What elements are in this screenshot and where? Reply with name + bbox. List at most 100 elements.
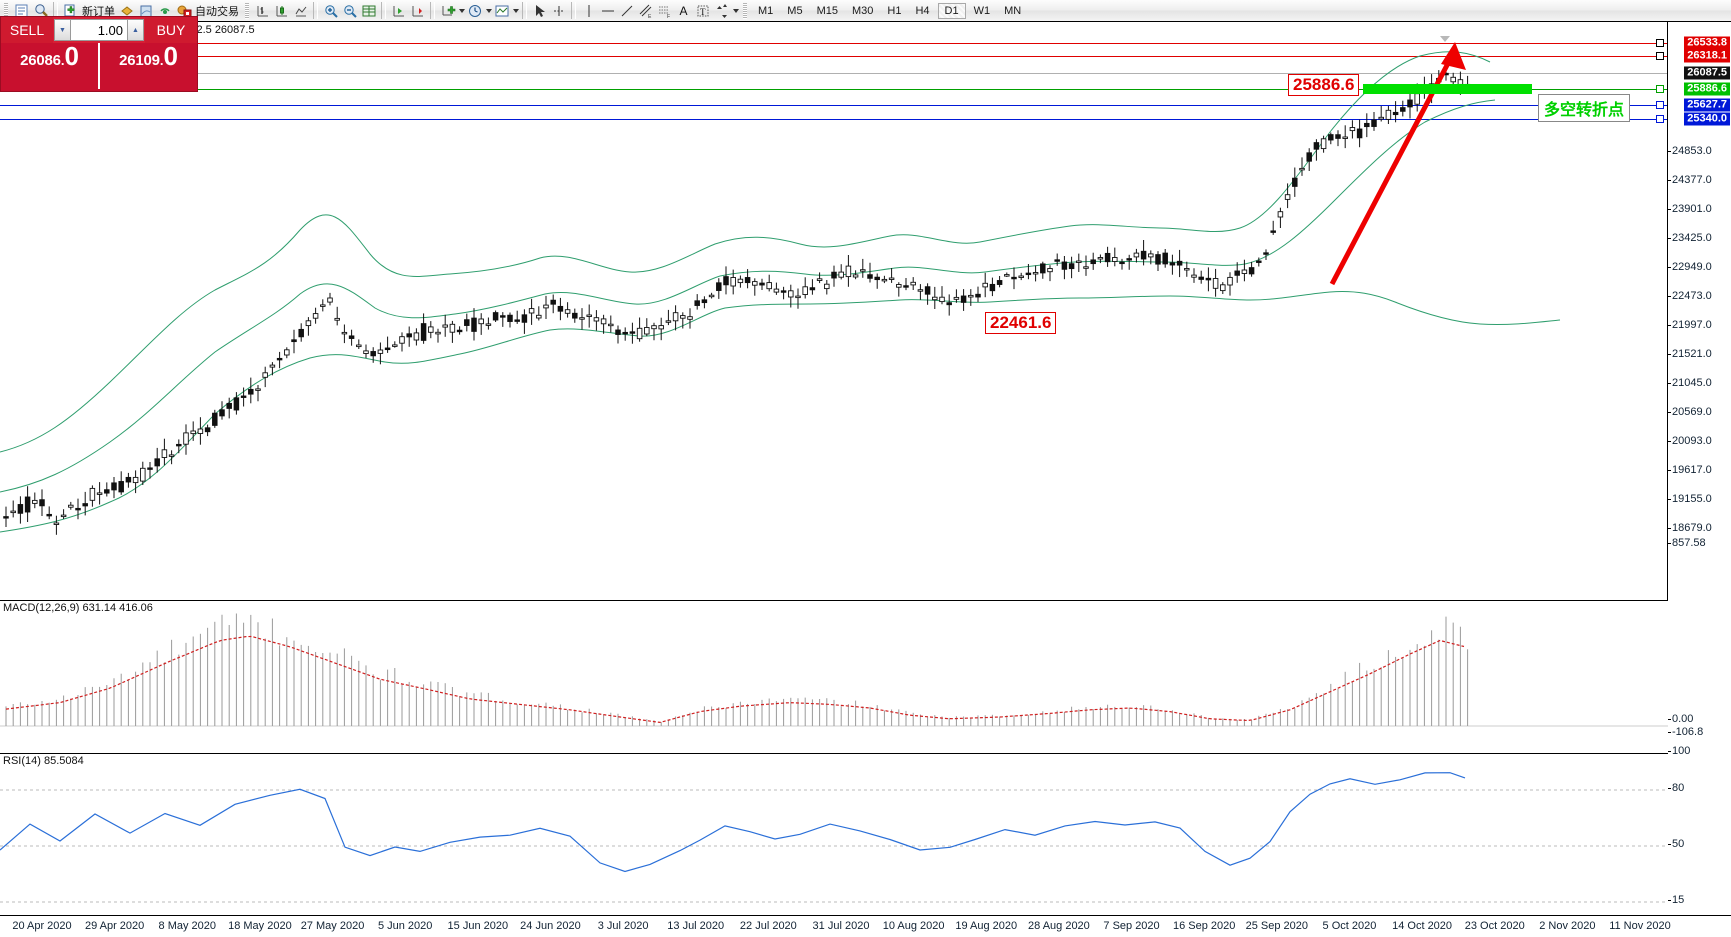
volume-stepper[interactable]: ▼ 1.00 ▲ xyxy=(54,19,144,41)
main-toolbar: 新订单 自动交易 xyxy=(0,0,1731,22)
toolbar-separator-3 xyxy=(381,2,386,19)
chart-canvas-area[interactable]: JPN225-,Daily 25700.0 26207.5 25662.5 26… xyxy=(0,21,1731,937)
templates-dropdown-caret[interactable] xyxy=(513,8,519,13)
time-tick: 5 Oct 2020 xyxy=(1322,920,1377,932)
volume-decrease-button[interactable]: ▼ xyxy=(55,20,71,40)
indicators-add-icon[interactable] xyxy=(438,1,457,20)
toolbar-separator-5 xyxy=(522,2,527,19)
level-line-25627[interactable] xyxy=(0,105,1668,106)
horizontal-line-icon[interactable] xyxy=(598,1,617,20)
rsi-label[interactable]: RSI(14) 85.5084 xyxy=(3,755,84,767)
sell-button[interactable]: SELL xyxy=(1,17,53,43)
buy-price[interactable]: 26109. 0 xyxy=(98,43,197,89)
price-tick: 21997.0 xyxy=(1667,319,1712,331)
level-handle-25340[interactable] xyxy=(1656,115,1664,123)
candlestick-chart-icon[interactable] xyxy=(272,1,291,20)
vertical-line-icon[interactable] xyxy=(579,1,598,20)
chip-level-25886[interactable]: 25886.6 xyxy=(1684,82,1730,96)
chip-ask-26318[interactable]: 26318.1 xyxy=(1684,49,1730,63)
timeframe-m1[interactable]: M1 xyxy=(758,4,774,17)
timeframe-h4[interactable]: H4 xyxy=(915,4,930,17)
chip-level-25340[interactable]: 25340.0 xyxy=(1684,112,1730,126)
crosshair-icon[interactable] xyxy=(549,1,568,20)
time-axis[interactable]: 20 Apr 2020 29 Apr 2020 8 May 2020 18 May 2… xyxy=(0,915,1731,937)
line-chart-icon[interactable] xyxy=(291,1,310,20)
price-scale[interactable]: 26533.8 26318.1 26087.5 25886.6 25627.7 … xyxy=(1666,22,1731,928)
fibonacci-icon[interactable]: F xyxy=(655,1,674,20)
buy-price-dot: . xyxy=(159,53,164,68)
toolbar-separator-6 xyxy=(571,2,576,19)
one-click-trading-panel[interactable]: SELL ▼ 1.00 ▲ BUY 26086. 0 26109. 0 xyxy=(0,16,198,92)
rsi-subwindow[interactable]: RSI(14) 85.5084 xyxy=(0,753,1668,918)
templates-icon[interactable] xyxy=(492,1,511,20)
annotation-support-price[interactable]: 22461.6 xyxy=(985,312,1057,334)
timeframe-h1[interactable]: H1 xyxy=(887,4,902,17)
price-tick: 20569.0 xyxy=(1667,406,1712,418)
buy-button[interactable]: BUY xyxy=(145,17,197,43)
new-order-label[interactable]: 新订单 xyxy=(82,5,115,18)
chart-shift-icon[interactable] xyxy=(408,1,427,20)
level-line-26533[interactable] xyxy=(0,43,1668,44)
level-line-25886[interactable] xyxy=(0,89,1668,90)
autotrading-label[interactable]: 自动交易 xyxy=(195,5,239,18)
zoom-in-icon[interactable] xyxy=(321,1,340,20)
time-tick: 19 Aug 2020 xyxy=(955,920,1018,932)
annotation-up-arrow[interactable] xyxy=(0,22,1668,600)
rsi-scale-100: 100 xyxy=(1666,745,1691,757)
price-tick: 23901.0 xyxy=(1667,203,1712,215)
volume-increase-button[interactable]: ▲ xyxy=(127,20,143,40)
annotation-green-zone-bar[interactable] xyxy=(1363,84,1532,94)
trendline-icon[interactable] xyxy=(617,1,636,20)
auto-scroll-icon[interactable] xyxy=(389,1,408,20)
timeframe-m15[interactable]: M15 xyxy=(816,4,838,17)
timeframe-mn[interactable]: MN xyxy=(1004,4,1022,17)
period-clock-icon[interactable] xyxy=(465,1,484,20)
toolbar-grip-3[interactable] xyxy=(743,2,747,19)
chip-last-26087[interactable]: 26087.5 xyxy=(1684,66,1730,80)
toolbar-separator xyxy=(53,2,58,19)
period-dropdown-caret[interactable] xyxy=(486,8,492,13)
rsi-series xyxy=(0,772,1668,903)
price-tick: 18679.0 xyxy=(1667,522,1712,534)
signals-icon[interactable] xyxy=(155,1,174,20)
macd-label[interactable]: MACD(12,26,9) 631.14 416.06 xyxy=(3,602,153,614)
equidistant-channel-icon[interactable]: E xyxy=(636,1,655,20)
timeframe-d1[interactable]: D1 xyxy=(937,2,966,19)
macd-subwindow[interactable]: MACD(12,26,9) 631.14 416.06 xyxy=(0,600,1668,755)
time-tick: 15 Jun 2020 xyxy=(447,920,509,932)
annotation-resistance-price[interactable]: 25886.6 xyxy=(1288,74,1360,96)
zoom-out-icon[interactable] xyxy=(340,1,359,20)
annotation-chinese-note[interactable]: 多空转折点 xyxy=(1538,94,1631,122)
level-line-26318[interactable] xyxy=(0,56,1668,57)
timeframe-w1[interactable]: W1 xyxy=(973,4,991,17)
chip-bid-25627[interactable]: 25627.7 xyxy=(1684,98,1730,112)
arrows-icon[interactable] xyxy=(712,1,731,20)
text-tool-label: A xyxy=(679,3,688,18)
data-window-icon[interactable] xyxy=(359,1,378,20)
bar-chart-icon[interactable] xyxy=(253,1,272,20)
svg-text:F: F xyxy=(667,14,670,19)
timeframe-m30[interactable]: M30 xyxy=(851,4,874,17)
toolbar-grip[interactable] xyxy=(4,2,8,19)
autotrading-icon[interactable] xyxy=(174,1,193,20)
market-watch-icon[interactable] xyxy=(31,1,50,20)
level-line-25340[interactable] xyxy=(0,119,1668,120)
volume-input[interactable]: 1.00 xyxy=(71,20,127,40)
new-order-icon[interactable] xyxy=(61,1,80,20)
timeframe-m5[interactable]: M5 xyxy=(787,4,803,17)
sell-price[interactable]: 26086. 0 xyxy=(1,43,98,89)
cursor-icon[interactable] xyxy=(530,1,549,20)
level-handle-26318[interactable] xyxy=(1656,52,1664,60)
text-tool-icon[interactable]: A xyxy=(674,1,693,20)
toolbar-grip-2[interactable] xyxy=(245,2,249,19)
level-line-26087[interactable] xyxy=(0,73,1668,74)
price-plot[interactable]: 25886.6 22461.6 多空转折点 xyxy=(0,22,1668,600)
level-handle-25627[interactable] xyxy=(1656,101,1664,109)
level-handle-26533[interactable] xyxy=(1656,39,1664,47)
level-handle-25886[interactable] xyxy=(1656,85,1664,93)
text-label-tool-icon[interactable]: T xyxy=(693,1,712,20)
chip-high-26533[interactable]: 26533.8 xyxy=(1684,36,1730,50)
arrows-dropdown-caret[interactable] xyxy=(733,8,739,13)
indicators-dropdown-caret[interactable] xyxy=(459,8,465,13)
expert-advisor-icon[interactable] xyxy=(117,1,136,20)
